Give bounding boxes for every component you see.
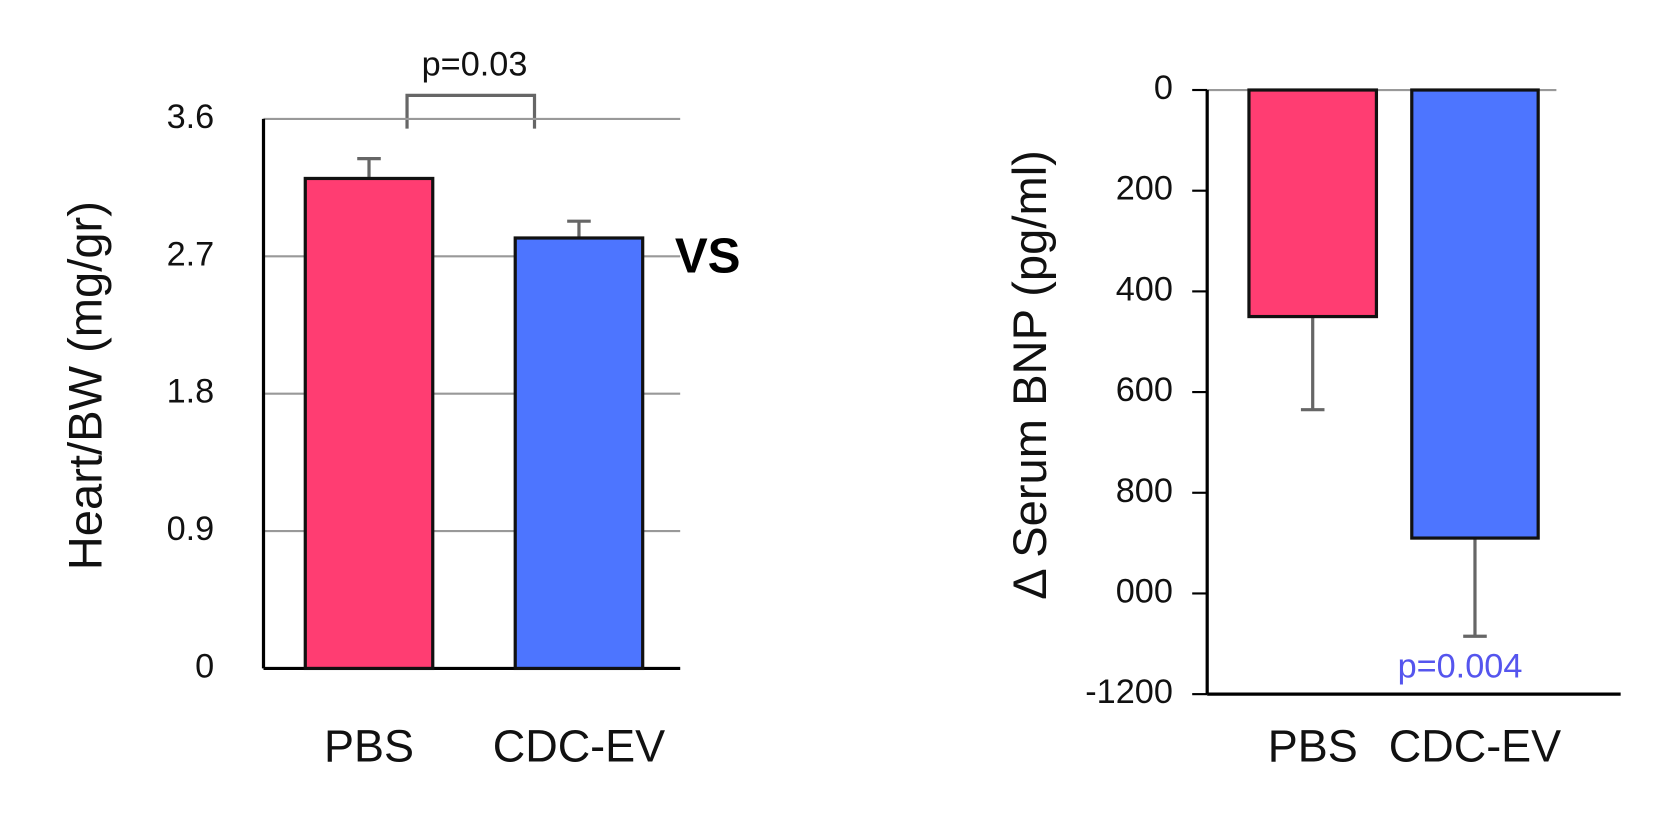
- y-tick-label: -1200: [1085, 673, 1173, 711]
- y-tick-label: 600: [1116, 371, 1173, 409]
- bar: [303, 176, 435, 671]
- bar: [513, 236, 645, 671]
- y-tick-label: 0.9: [167, 510, 215, 548]
- y-tick-label: 0: [195, 647, 214, 685]
- y-tick-label: 000: [1116, 573, 1173, 611]
- significance-bracket: [405, 93, 537, 129]
- y-axis-label: Δ Serum BNP (pg/ml): [1003, 150, 1056, 600]
- x-tick-label: PBS: [324, 721, 414, 772]
- y-tick-label: 800: [1116, 472, 1173, 510]
- bar: [1410, 88, 1540, 540]
- annotation: p=0.03: [422, 45, 528, 83]
- y-tick-label: 1.8: [167, 373, 215, 411]
- x-tick-label: CDC-EV: [1389, 721, 1561, 772]
- bar: [1247, 88, 1379, 319]
- y-tick-label: 2.7: [167, 235, 215, 273]
- y-tick-label: 400: [1116, 270, 1173, 308]
- y-axis-label: Heart/BW (mg/gr): [58, 201, 111, 570]
- y-tick-label: 3.6: [167, 98, 215, 136]
- y-tick-label: 0: [1154, 69, 1173, 107]
- x-tick-label: PBS: [1268, 721, 1358, 772]
- x-tick-label: CDC-EV: [493, 721, 665, 772]
- annotation: p=0.004: [1398, 647, 1523, 685]
- annotation: VS: [675, 228, 741, 283]
- y-tick-label: 200: [1116, 170, 1173, 208]
